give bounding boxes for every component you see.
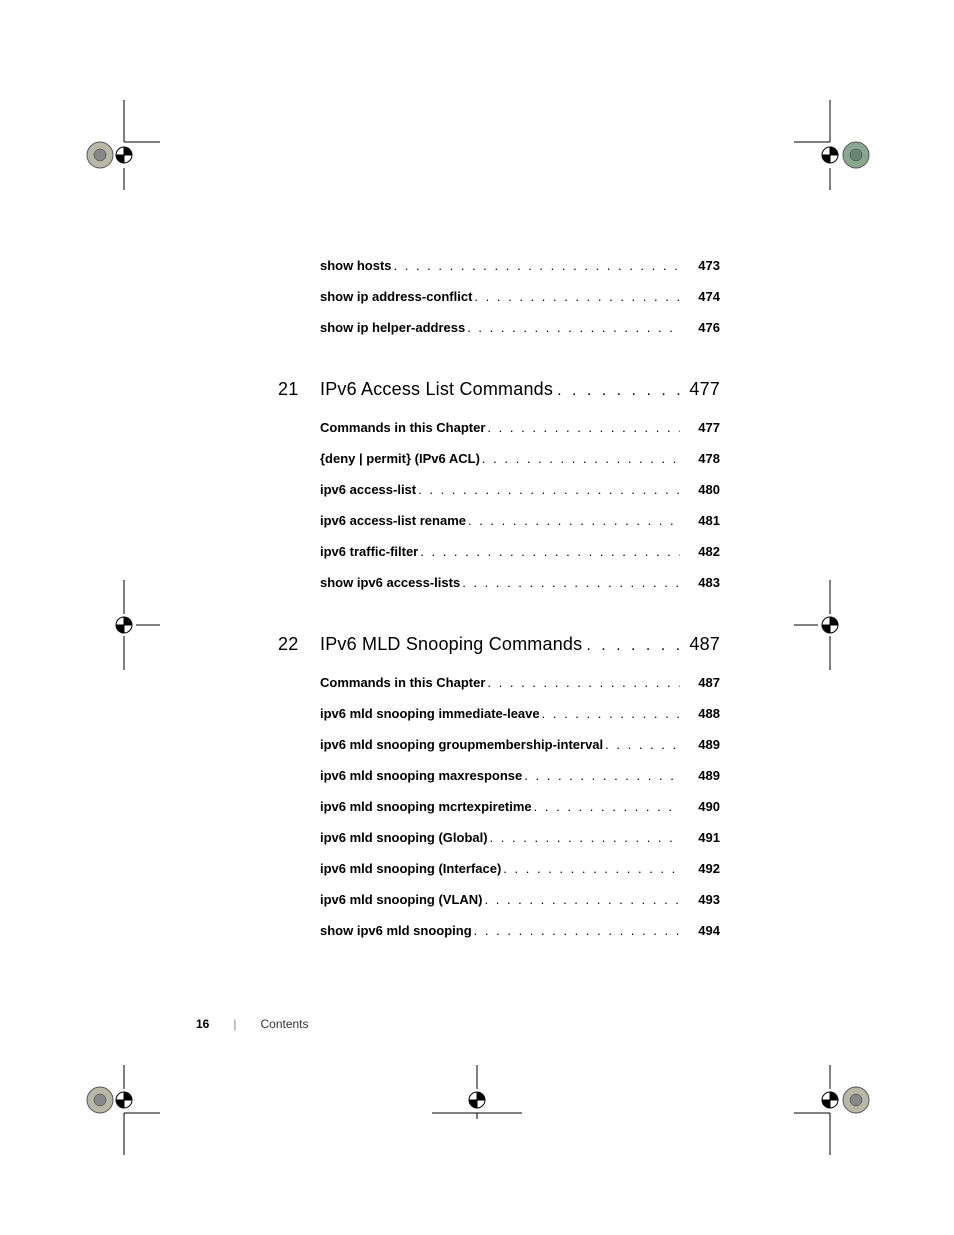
toc-dots: . . . . . . . . . . . . . . . . . . . . … — [474, 289, 680, 304]
toc-dots: . . . . . . . . . . . . . . . . . . . . … — [485, 892, 681, 907]
footer-separator: | — [233, 1017, 236, 1031]
toc-entry-page: 491 — [686, 830, 720, 845]
toc-entry-label: ipv6 mld snooping mcrtexpiretime — [320, 799, 532, 814]
section-page: 487 — [689, 634, 720, 655]
toc-entry[interactable]: ipv6 access-list . . . . . . . . . . . .… — [320, 482, 720, 497]
toc-section-heading[interactable]: 21 IPv6 Access List Commands . . . . . .… — [278, 379, 720, 400]
toc-dots: . . . . . . . . . . . . . . . . . . . . … — [490, 830, 680, 845]
toc-entry-label: ipv6 mld snooping (Interface) — [320, 861, 501, 876]
toc-dots: . . . . . . . . . . . . . . . . . . . . … — [462, 575, 680, 590]
toc-entry[interactable]: ipv6 mld snooping (Global) . . . . . . .… — [320, 830, 720, 845]
toc-entry-page: 478 — [686, 451, 720, 466]
toc-entry-label: ipv6 mld snooping (Global) — [320, 830, 488, 845]
toc-entry[interactable]: ipv6 mld snooping (Interface) . . . . . … — [320, 861, 720, 876]
crop-mark-bottom-left — [70, 1065, 160, 1155]
toc-entry-page: 481 — [686, 513, 720, 528]
toc-entry[interactable]: ipv6 mld snooping (VLAN) . . . . . . . .… — [320, 892, 720, 907]
toc-dots: . . . . . . . . . . . . . . . . . . . . … — [534, 799, 680, 814]
toc-entry[interactable]: ipv6 traffic-filter . . . . . . . . . . … — [320, 544, 720, 559]
toc-entry-label: show ipv6 mld snooping — [320, 923, 472, 938]
toc-entry[interactable]: Commands in this Chapter . . . . . . . .… — [320, 420, 720, 435]
toc-entry-page: 473 — [686, 258, 720, 273]
toc-entry[interactable]: show ipv6 mld snooping . . . . . . . . .… — [320, 923, 720, 938]
toc-entry[interactable]: show ip helper-address . . . . . . . . .… — [320, 320, 720, 335]
crop-mark-bottom-right — [794, 1065, 884, 1155]
footer-page-number: 16 — [196, 1017, 209, 1031]
toc-dots: . . . . . . . . . . . . . . . . . . . . … — [557, 382, 683, 400]
toc-entry[interactable]: {deny | permit} (IPv6 ACL) . . . . . . .… — [320, 451, 720, 466]
toc-entry-label: ipv6 mld snooping (VLAN) — [320, 892, 483, 907]
section-number: 21 — [278, 379, 320, 400]
crop-mark-bottom-center — [432, 1065, 522, 1155]
toc-dots: . . . . . . . . . . . . . . . . . . . . … — [503, 861, 680, 876]
toc-entry[interactable]: ipv6 mld snooping maxresponse . . . . . … — [320, 768, 720, 783]
toc-entry-page: 474 — [686, 289, 720, 304]
toc-entry-label: ipv6 traffic-filter — [320, 544, 418, 559]
toc-entry-page: 487 — [686, 675, 720, 690]
section-title: IPv6 MLD Snooping Commands — [320, 634, 582, 655]
toc-dots: . . . . . . . . . . . . . . . . . . . . … — [467, 320, 680, 335]
crop-mark-top-right — [794, 100, 884, 190]
toc-entry-page: 488 — [686, 706, 720, 721]
toc-section-heading[interactable]: 22 IPv6 MLD Snooping Commands . . . . . … — [278, 634, 720, 655]
toc-entry-label: Commands in this Chapter — [320, 675, 485, 690]
toc-dots: . . . . . . . . . . . . . . . . . . . . … — [474, 923, 680, 938]
toc-entry-page: 490 — [686, 799, 720, 814]
toc-entry-label: Commands in this Chapter — [320, 420, 485, 435]
toc-entry-page: 494 — [686, 923, 720, 938]
toc-entry-label: show ipv6 access-lists — [320, 575, 460, 590]
toc-dots: . . . . . . . . . . . . . . . . . . . . … — [468, 513, 680, 528]
toc-entry[interactable]: Commands in this Chapter . . . . . . . .… — [320, 675, 720, 690]
toc-entry-label: {deny | permit} (IPv6 ACL) — [320, 451, 480, 466]
footer-section-label: Contents — [260, 1017, 308, 1031]
toc-entry-label: ipv6 mld snooping groupmembership-interv… — [320, 737, 603, 752]
toc-dots: . . . . . . . . . . . . . . . . . . . . … — [418, 482, 680, 497]
toc-dots: . . . . . . . . . . . . . . . . . . . . … — [524, 768, 680, 783]
toc-entry-page: 493 — [686, 892, 720, 907]
toc-dots: . . . . . . . . . . . . . . . . . . . . … — [487, 675, 680, 690]
crop-mark-mid-right — [794, 580, 884, 670]
toc-entry[interactable]: ipv6 mld snooping mcrtexpiretime . . . .… — [320, 799, 720, 814]
toc-dots: . . . . . . . . . . . . . . . . . . . . … — [542, 706, 680, 721]
section-number: 22 — [278, 634, 320, 655]
toc-entry[interactable]: show ipv6 access-lists . . . . . . . . .… — [320, 575, 720, 590]
toc-dots: . . . . . . . . . . . . . . . . . . . . … — [586, 637, 683, 655]
page-footer: 16 | Contents — [196, 1017, 309, 1031]
toc-dots: . . . . . . . . . . . . . . . . . . . . … — [605, 737, 680, 752]
toc-content: show hosts . . . . . . . . . . . . . . .… — [320, 258, 720, 954]
toc-dots: . . . . . . . . . . . . . . . . . . . . … — [487, 420, 680, 435]
toc-dots: . . . . . . . . . . . . . . . . . . . . … — [394, 258, 680, 273]
toc-entry-label: show ip address-conflict — [320, 289, 472, 304]
toc-dots: . . . . . . . . . . . . . . . . . . . . … — [482, 451, 680, 466]
toc-entry-page: 489 — [686, 737, 720, 752]
toc-entry-page: 489 — [686, 768, 720, 783]
toc-dots: . . . . . . . . . . . . . . . . . . . . … — [420, 544, 680, 559]
toc-entry-label: ipv6 access-list rename — [320, 513, 466, 528]
section-page: 477 — [689, 379, 720, 400]
toc-entry-page: 476 — [686, 320, 720, 335]
toc-entry-page: 480 — [686, 482, 720, 497]
toc-entry-label: ipv6 mld snooping immediate-leave — [320, 706, 540, 721]
toc-entry[interactable]: show hosts . . . . . . . . . . . . . . .… — [320, 258, 720, 273]
toc-entry-page: 483 — [686, 575, 720, 590]
toc-entry-page: 492 — [686, 861, 720, 876]
toc-entry-page: 482 — [686, 544, 720, 559]
crop-mark-top-left — [70, 100, 160, 190]
crop-mark-mid-left — [70, 580, 160, 670]
toc-entry-label: ipv6 access-list — [320, 482, 416, 497]
toc-entry[interactable]: ipv6 access-list rename . . . . . . . . … — [320, 513, 720, 528]
toc-entry-label: ipv6 mld snooping maxresponse — [320, 768, 522, 783]
toc-entry[interactable]: show ip address-conflict . . . . . . . .… — [320, 289, 720, 304]
toc-entry[interactable]: ipv6 mld snooping immediate-leave . . . … — [320, 706, 720, 721]
section-title: IPv6 Access List Commands — [320, 379, 553, 400]
toc-entry-page: 477 — [686, 420, 720, 435]
toc-entry-label: show hosts — [320, 258, 392, 273]
toc-entry-label: show ip helper-address — [320, 320, 465, 335]
toc-entry[interactable]: ipv6 mld snooping groupmembership-interv… — [320, 737, 720, 752]
